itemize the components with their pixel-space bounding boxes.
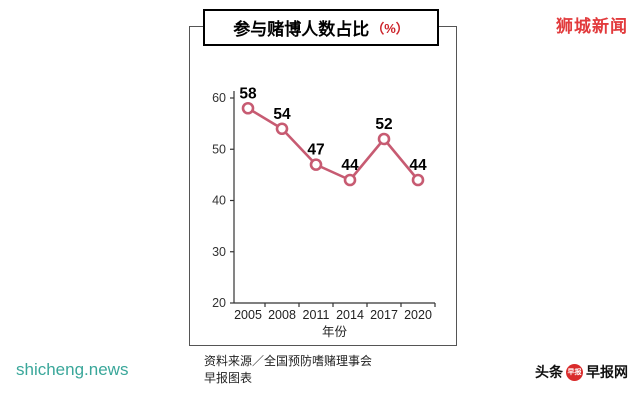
chart-marker — [411, 173, 425, 187]
x-tick-label: 2020 — [404, 308, 432, 322]
chart-panel: 20 30 40 50 60 2005 2008 2011 2014 2017 2020 年份 58 54… — [189, 26, 457, 346]
chart-marker — [377, 132, 391, 146]
brand-shicheng-news: 狮城新闻 — [556, 17, 628, 36]
zaobao-label: 早报网 — [586, 364, 628, 380]
chart-title-box: 参与赌博人数占比 （%） — [203, 9, 439, 46]
source-line-2: 早报图表 — [204, 371, 253, 385]
line-chart-svg: 20 30 40 50 60 2005 2008 2011 2014 2017 2020 年份 58 54… — [212, 85, 436, 339]
y-tick-label: 40 — [212, 194, 226, 208]
source-note: 资料来源／全国预防嗜赌理事会 早报图表 — [204, 353, 372, 387]
chart-marker — [241, 101, 255, 115]
x-tick-label: 2005 — [234, 308, 262, 322]
zaobao-logo-icon: 早报 — [566, 363, 583, 381]
y-tick-label: 20 — [212, 296, 226, 310]
x-tick-label: 2017 — [370, 308, 398, 322]
value-label: 44 — [409, 157, 427, 174]
x-axis-title: 年份 — [322, 325, 348, 339]
y-tick-label: 60 — [212, 91, 226, 105]
x-tick-label: 2014 — [336, 308, 364, 322]
source-line-1: 资料来源／全国预防嗜赌理事会 — [204, 354, 373, 368]
chart-marker — [275, 122, 289, 136]
site-watermark: shicheng.news — [16, 360, 129, 379]
zaobao-logo-text: 早报 — [567, 368, 582, 376]
value-label: 44 — [341, 157, 359, 174]
x-tick-label: 2011 — [303, 308, 330, 322]
x-tick-label: 2008 — [268, 308, 296, 322]
y-tick-label: 30 — [212, 245, 226, 259]
chart-marker — [343, 173, 357, 187]
value-label: 52 — [375, 116, 392, 133]
value-label: 47 — [307, 142, 324, 159]
value-label: 58 — [239, 85, 257, 102]
chart-unit-label: （%） — [371, 21, 409, 36]
chart-title: 参与赌博人数占比 — [233, 20, 370, 39]
chart-line — [247, 107, 420, 182]
publisher-badge: 头条 早报 早报网 — [535, 362, 628, 382]
chart-marker — [309, 158, 323, 171]
value-label: 54 — [273, 106, 291, 123]
toutiao-label: 头条 — [535, 364, 563, 380]
y-tick-label: 50 — [212, 142, 226, 156]
